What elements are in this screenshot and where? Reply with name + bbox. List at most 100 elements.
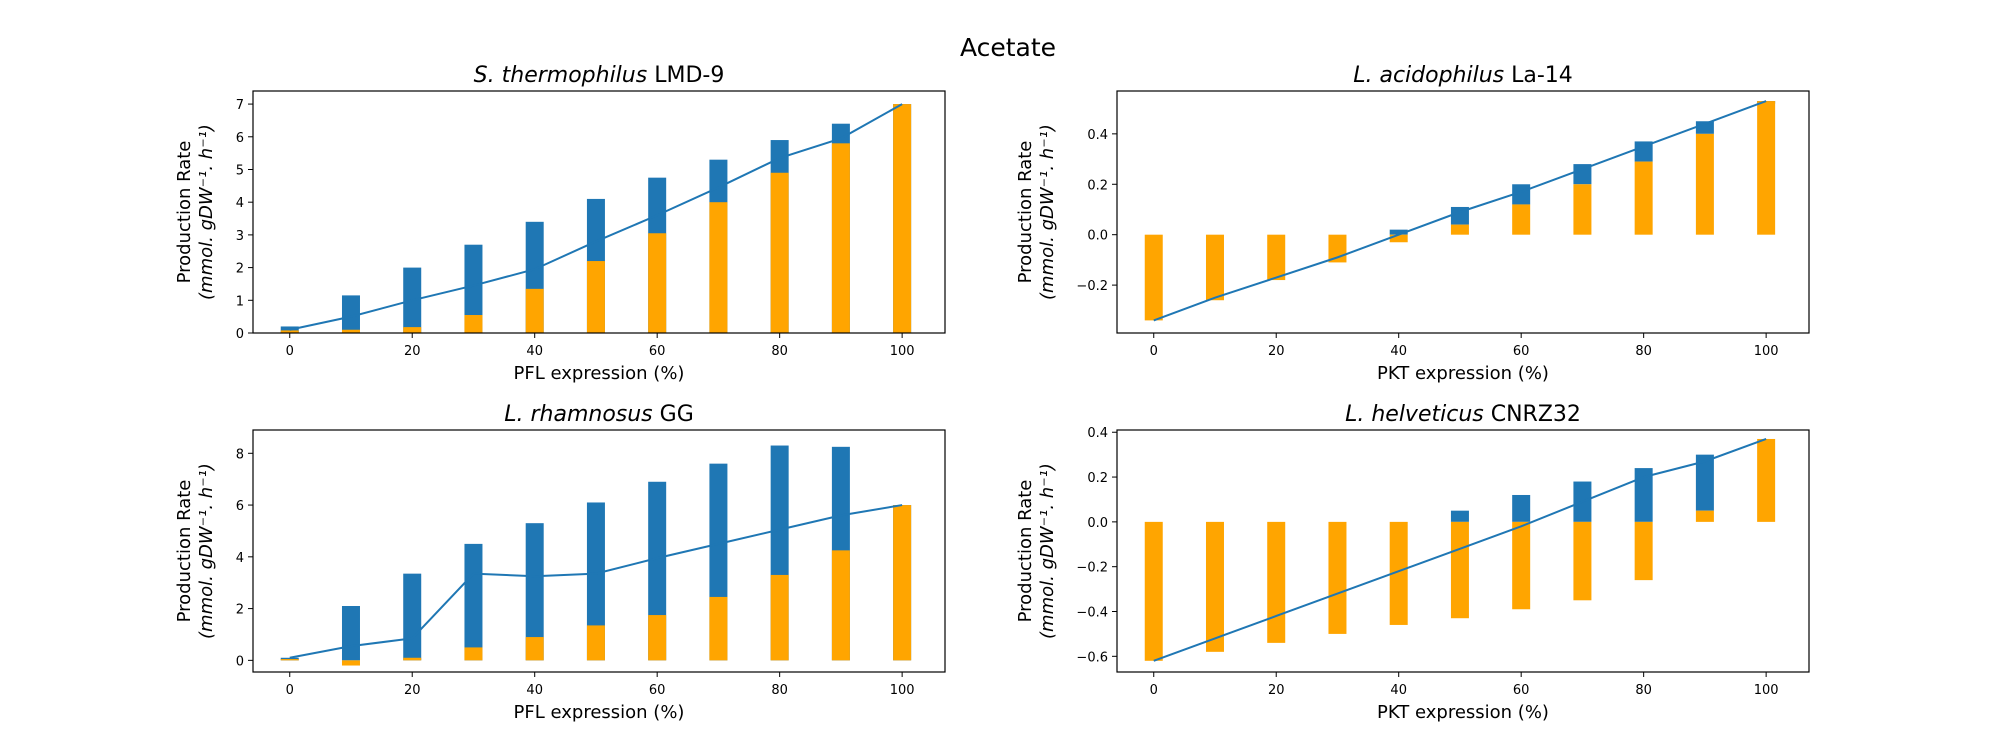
trend-line — [1153, 438, 1767, 662]
orange-bar — [341, 660, 360, 666]
y-tick-label: 4 — [236, 551, 244, 566]
orange-bar — [280, 330, 299, 333]
orange-bar — [341, 329, 360, 333]
y-axis-label-line2: (mmol. gDW⁻¹. h⁻¹) — [196, 463, 217, 639]
y-axis-label-line2: (mmol. gDW⁻¹. h⁻¹) — [1037, 124, 1058, 300]
y-tick-label: 6 — [236, 499, 244, 514]
orange-bar — [403, 657, 422, 661]
orange-bar — [1205, 234, 1224, 301]
orange-bar — [709, 202, 728, 333]
subplot-3: 0 20 40 60 80 100 0 2 4 6 8 PFL expression (%) Produ… — [174, 402, 946, 723]
blue-bar — [341, 606, 360, 661]
blue-bar — [464, 244, 483, 333]
y-tick-label: 7 — [236, 98, 244, 113]
orange-bar — [1573, 184, 1592, 235]
orange-bar — [1144, 521, 1163, 661]
orange-bar — [1634, 161, 1653, 235]
x-tick-label: 60 — [649, 683, 666, 698]
y-tick-label: 6 — [236, 131, 244, 146]
blue-bar — [464, 543, 483, 661]
x-tick-label: 0 — [1150, 683, 1158, 698]
y-tick-label: 1 — [236, 294, 244, 309]
blue-bar — [525, 523, 544, 661]
blue-bar — [1450, 510, 1469, 522]
orange-bar — [280, 659, 299, 661]
y-tick-label: −0.4 — [1076, 606, 1108, 621]
x-tick-label: 0 — [286, 344, 294, 359]
subplot-title: S. thermophilus LMD-9 — [474, 63, 725, 88]
x-tick-label: 40 — [526, 344, 543, 359]
x-tick-label: 80 — [771, 683, 788, 698]
y-tick-label: 3 — [236, 229, 244, 244]
y-tick-label: 0.2 — [1087, 471, 1108, 486]
x-tick-label: 20 — [404, 683, 421, 698]
axes-frame — [1116, 90, 1810, 334]
subplot-1: 0 20 40 60 80 100 0 1 2 3 4 5 6 7 PFL expression (%) Pr… — [174, 63, 946, 384]
y-tick-label: 0.2 — [1087, 178, 1108, 193]
orange-bar — [1450, 521, 1469, 619]
y-tick-label: 0 — [236, 654, 244, 669]
x-tick-label: 20 — [1268, 344, 1285, 359]
orange-bar — [1757, 101, 1776, 235]
blue-bar — [1573, 164, 1592, 185]
blue-bar — [1389, 229, 1408, 235]
subplot-title: L. rhamnosus GG — [504, 402, 694, 427]
x-tick-label: 40 — [526, 683, 543, 698]
x-tick-label: 80 — [771, 344, 788, 359]
x-tick-label: 20 — [404, 344, 421, 359]
orange-bar — [770, 172, 789, 333]
y-tick-label: −0.2 — [1076, 561, 1108, 576]
orange-bar — [648, 233, 667, 333]
orange-bar — [1205, 521, 1224, 652]
orange-bar — [1695, 510, 1714, 522]
orange-bar — [525, 637, 544, 661]
y-tick-label: 0.0 — [1087, 229, 1108, 244]
y-tick-label: −0.6 — [1076, 650, 1108, 665]
axes-frame — [252, 90, 946, 334]
y-tick-label: 2 — [236, 262, 244, 277]
orange-bar — [586, 261, 605, 333]
x-tick-label: 20 — [1268, 683, 1285, 698]
blue-bar — [403, 573, 422, 661]
y-axis-label-line1: Production Rate — [174, 141, 195, 284]
orange-bar — [831, 143, 850, 333]
subplot-4: 0 20 40 60 80 100 −0.6 −0.4 −0.2 0.0 0.2 0.4 PKT exp… — [1015, 402, 1810, 723]
x-axis-label: PKT expression (%) — [1377, 363, 1549, 384]
x-tick-label: 40 — [1390, 344, 1407, 359]
x-tick-label: 0 — [286, 683, 294, 698]
orange-bar — [648, 615, 667, 661]
x-tick-label: 100 — [1754, 344, 1779, 359]
orange-bar — [525, 288, 544, 333]
orange-bar — [1695, 133, 1714, 235]
x-tick-label: 80 — [1635, 344, 1652, 359]
y-tick-label: −0.2 — [1076, 279, 1108, 294]
figure-suptitle: Acetate — [960, 33, 1056, 62]
subplot-title: L. acidophilus La-14 — [1353, 63, 1573, 88]
blue-bar — [1634, 141, 1653, 162]
orange-bar — [1267, 521, 1286, 643]
x-axis-label: PFL expression (%) — [514, 363, 685, 384]
x-tick-label: 60 — [649, 344, 666, 359]
y-tick-label: 5 — [236, 163, 244, 178]
x-axis-label: PFL expression (%) — [514, 702, 685, 723]
x-tick-label: 100 — [890, 344, 915, 359]
trend-line — [1153, 100, 1767, 322]
y-axis-label-line2: (mmol. gDW⁻¹. h⁻¹) — [196, 124, 217, 300]
x-tick-label: 60 — [1513, 683, 1530, 698]
subplot-2: 0 20 40 60 80 100 −0.2 0.0 0.2 0.4 PKT expression … — [1015, 63, 1810, 384]
blue-bar — [341, 295, 360, 333]
x-tick-label: 60 — [1513, 344, 1530, 359]
axes-frame — [252, 429, 946, 673]
orange-bar — [1512, 204, 1531, 235]
orange-bar — [893, 104, 912, 333]
orange-bar — [1757, 438, 1776, 522]
y-axis-label-line1: Production Rate — [1015, 480, 1036, 623]
x-tick-label: 80 — [1635, 683, 1652, 698]
blue-bar — [1634, 468, 1653, 522]
subplot-title: L. helveticus CNRZ32 — [1345, 402, 1581, 427]
orange-bar — [893, 505, 912, 661]
orange-bar — [464, 647, 483, 661]
axes-frame — [1116, 429, 1810, 673]
